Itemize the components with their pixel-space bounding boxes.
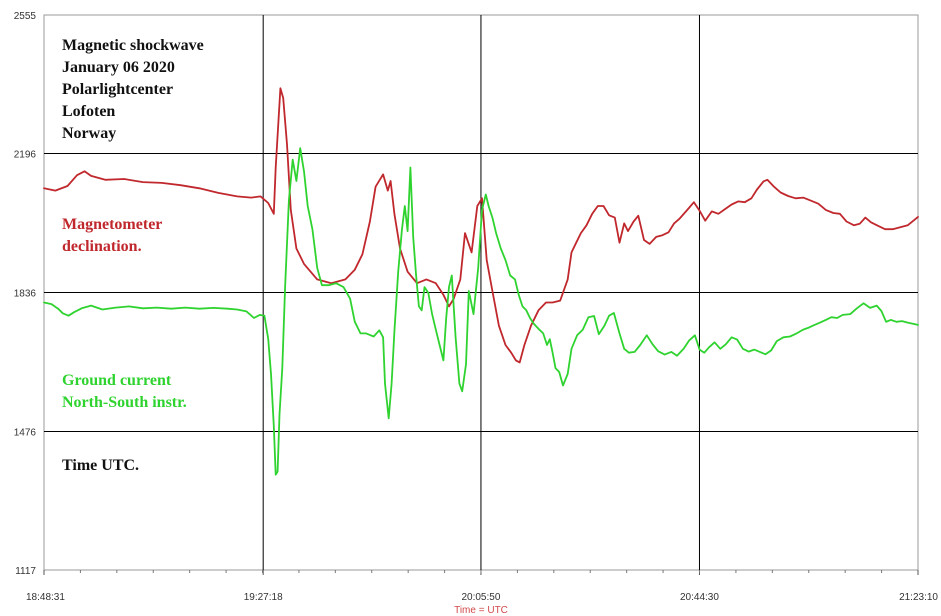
x-tick-label: 19:27:18 [244,592,283,603]
ground-annotation: Ground current North-South instr. [62,372,187,411]
annotation-line: Magnetic shockwave [62,37,204,54]
series-label: declination. [62,238,142,255]
series-label: Ground current [62,372,172,389]
magnetometer-line [43,87,919,364]
series-label: North-South instr. [62,394,187,411]
grid [44,15,918,570]
x-tick-label: 20:44:30 [680,592,719,603]
y-tick-label: 2196 [14,150,37,161]
y-tick-label: 1476 [14,427,37,438]
x-axis-label: Time = UTC [454,605,508,616]
series-layer [43,87,919,476]
series-label: Magnetometer [62,216,162,233]
y-tick-label: 1117 [15,566,36,577]
magnetometer-annotation: Magnetometer declination. [62,216,162,255]
x-tick-label: 18:48:31 [26,592,65,603]
annotation-line: Polarlightcenter [62,81,173,98]
y-tick-label: 2555 [14,11,37,22]
annotation-line: January 06 2020 [62,59,175,76]
annotation-line: Norway [62,125,116,142]
x-tick-label: 21:23:10 [899,592,938,603]
y-axis: 1117 1476 1836 2196 2555 [14,11,37,577]
ground-line [43,147,919,476]
y-tick-label: 1836 [14,289,37,300]
title-annotation: Magnetic shockwave January 06 2020 Polar… [62,37,204,142]
x-axis: 18:48:31 19:27:18 20:05:50 20:44:30 21:23:10 [26,570,938,603]
time-annotation: Time UTC. [62,457,139,474]
annotation-line: Lofoten [62,103,115,120]
x-tick-label: 20:05:50 [461,592,500,603]
